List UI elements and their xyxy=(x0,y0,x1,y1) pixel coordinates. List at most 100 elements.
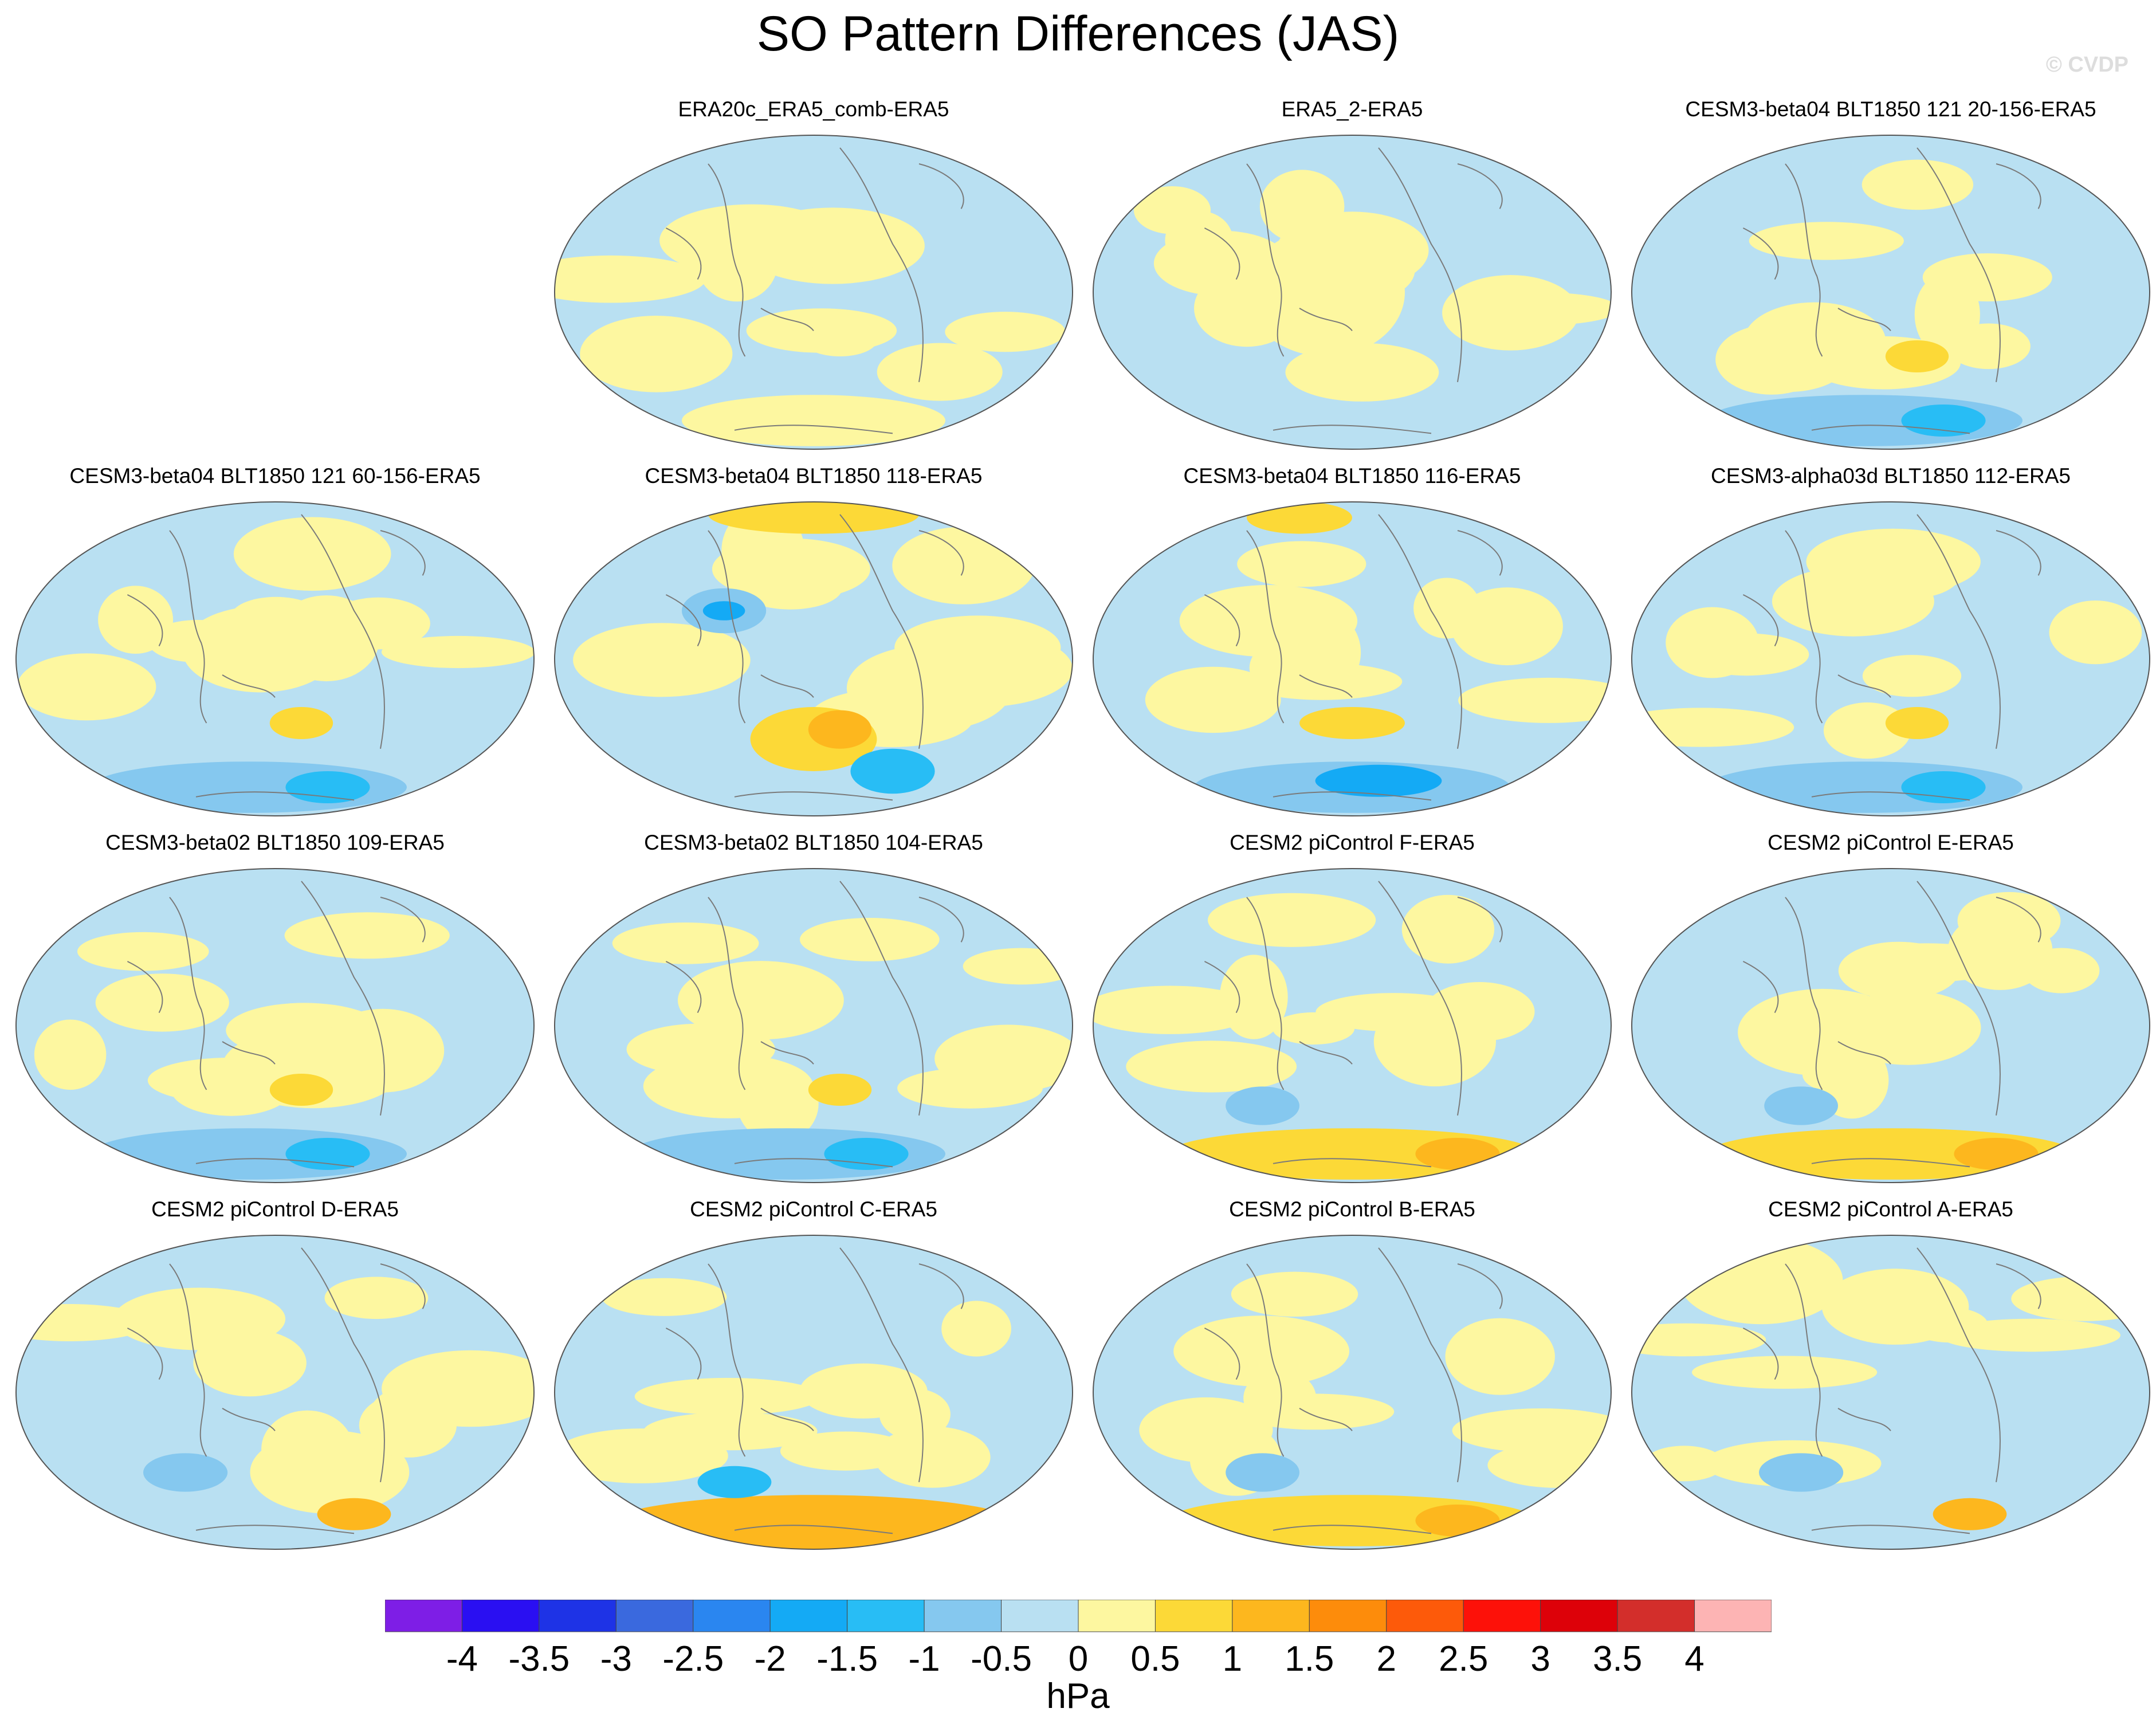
map-outline xyxy=(554,501,1073,816)
contour-region xyxy=(678,961,844,1040)
coastline xyxy=(301,881,385,1116)
contour-region xyxy=(1938,1318,2120,1352)
coastline xyxy=(1457,897,1503,942)
contour-region xyxy=(1957,892,2061,950)
coastline xyxy=(1742,961,1779,1014)
coastline xyxy=(918,530,964,576)
contour-region xyxy=(1424,982,1535,1042)
contour-region xyxy=(193,1329,307,1397)
contour-region xyxy=(269,707,333,739)
coastline xyxy=(665,594,702,647)
projection-map xyxy=(1631,868,2150,1183)
colorbar-swatch xyxy=(1463,1600,1541,1632)
contour-region xyxy=(1173,1315,1349,1387)
cvdp-watermark: © CVDP xyxy=(2045,53,2128,77)
coastline xyxy=(1204,227,1240,280)
map-panel: CESM3-beta04 BLT1850 118-ERA5 xyxy=(550,464,1077,831)
coastline xyxy=(127,1328,163,1380)
map-panel: CESM2 piControl B-ERA5 xyxy=(1089,1197,1616,1564)
panel-title: CESM2 piControl E-ERA5 xyxy=(1768,831,2014,854)
panel-title: CESM3-alpha03d BLT1850 112-ERA5 xyxy=(1710,464,2071,488)
coastline xyxy=(1785,1263,1823,1457)
colorbar-swatch xyxy=(1154,1600,1233,1632)
panel-title: CESM3-beta02 BLT1850 104-ERA5 xyxy=(644,831,983,854)
figure-title: SO Pattern Differences (JAS) xyxy=(756,6,1400,61)
contour-region xyxy=(1285,343,1439,402)
coastline xyxy=(708,163,746,357)
projection-map xyxy=(554,135,1073,450)
colorbar-swatches xyxy=(385,1600,1772,1632)
coastline xyxy=(195,1525,355,1534)
colorbar-tick: 0.5 xyxy=(1130,1639,1180,1679)
contour-region xyxy=(1299,707,1405,739)
contour-region xyxy=(555,255,706,303)
contour-region xyxy=(1415,1138,1500,1170)
colorbar-tick: 2 xyxy=(1376,1639,1397,1679)
coastline xyxy=(918,163,964,209)
panel-title: CESM2 piControl B-ERA5 xyxy=(1229,1197,1475,1221)
coastline xyxy=(222,1408,276,1431)
colorbar-swatch xyxy=(847,1600,925,1632)
colorbar-swatch xyxy=(1309,1600,1387,1632)
map-panel: CESM2 piControl E-ERA5 xyxy=(1627,831,2154,1197)
contour-region xyxy=(1179,585,1358,657)
coastline xyxy=(1246,897,1285,1090)
projection-map xyxy=(1631,501,2150,816)
coastline xyxy=(1996,897,2041,942)
contour-region xyxy=(98,586,174,654)
contour-region xyxy=(799,1363,928,1419)
map-panel: CESM3-beta02 BLT1850 109-ERA5 xyxy=(11,831,539,1197)
contour-region xyxy=(874,1426,991,1488)
projection-map xyxy=(15,868,535,1183)
panel-title: CESM2 piControl C-ERA5 xyxy=(690,1197,937,1221)
colorbar-swatch xyxy=(1694,1600,1772,1632)
coastline xyxy=(1917,514,2001,749)
map-outline xyxy=(1631,868,2150,1183)
contour-region xyxy=(233,517,391,591)
contour-region xyxy=(702,601,745,621)
panel-title: ERA5_2-ERA5 xyxy=(1281,97,1423,121)
contour-region xyxy=(808,1074,872,1106)
contour-region xyxy=(1415,1505,1500,1537)
coastline xyxy=(195,791,355,801)
coastline xyxy=(839,514,924,749)
contour-region xyxy=(800,918,940,961)
colorbar-swatch xyxy=(1540,1600,1618,1632)
coastline xyxy=(839,147,924,382)
coastline xyxy=(760,674,814,698)
contour-region xyxy=(1249,639,1325,697)
coastline xyxy=(1299,674,1353,698)
contour-region xyxy=(324,1277,429,1319)
coastline xyxy=(1996,1263,2041,1309)
coastline xyxy=(708,1263,746,1457)
contour-region xyxy=(941,1301,1011,1357)
coastline xyxy=(1299,1408,1353,1431)
contour-region xyxy=(1954,1138,2039,1170)
contour-region xyxy=(1862,655,1962,697)
contour-region xyxy=(697,1466,772,1498)
coastline xyxy=(1378,1247,1462,1482)
projection-map xyxy=(1631,135,2150,450)
colorbar-swatch xyxy=(1078,1600,1156,1632)
contour-region xyxy=(803,324,877,356)
coastline xyxy=(734,791,893,801)
projection-map xyxy=(554,1235,1073,1550)
panel-title: CESM2 piControl A-ERA5 xyxy=(1768,1197,2013,1221)
map-outline xyxy=(1093,868,1612,1183)
panel-title: CESM3-beta02 BLT1850 109-ERA5 xyxy=(105,831,445,854)
map-outline xyxy=(15,501,535,816)
colorbar-tick: 1.5 xyxy=(1285,1639,1334,1679)
projection-map xyxy=(1093,135,1612,450)
colorbar-tick: -3.5 xyxy=(508,1639,570,1679)
panel-title: ERA20c_ERA5_comb-ERA5 xyxy=(678,97,949,121)
contour-region xyxy=(1684,633,1809,676)
panel-title: CESM3-beta04 BLT1850 118-ERA5 xyxy=(645,464,983,488)
map-outline xyxy=(1093,1235,1612,1550)
coastline xyxy=(1378,881,1462,1116)
coastline xyxy=(918,1263,964,1309)
contour-region xyxy=(1208,893,1376,947)
colorbar-swatch xyxy=(1001,1600,1079,1632)
contour-region xyxy=(808,710,872,749)
coastline xyxy=(1457,163,1503,209)
contour-region xyxy=(612,922,759,964)
